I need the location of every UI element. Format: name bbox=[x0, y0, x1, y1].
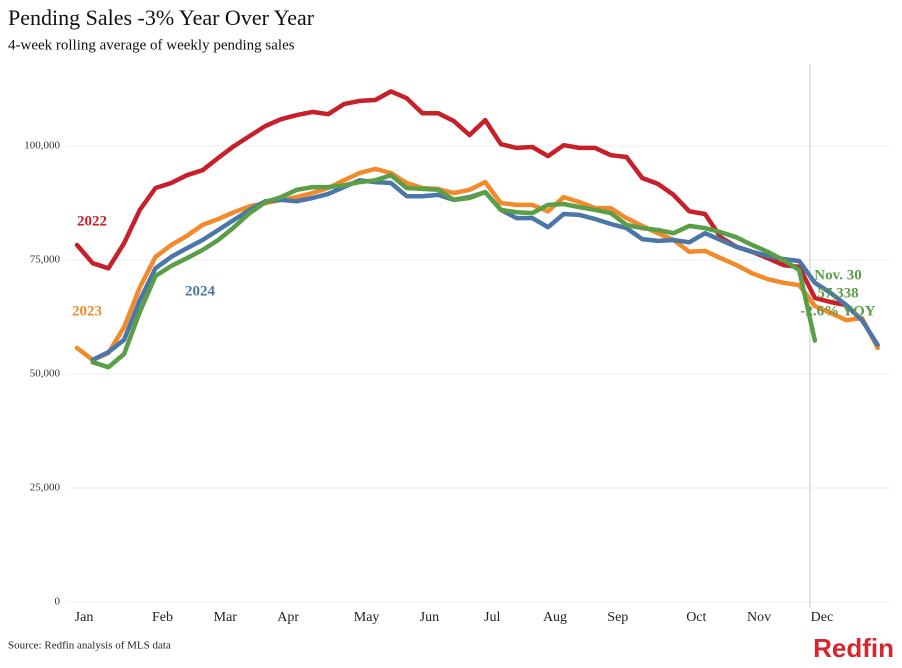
series-line bbox=[90, 172, 818, 370]
x-tick-label: Aug bbox=[543, 610, 567, 625]
series-label: 2024 bbox=[185, 283, 216, 299]
logo: Redfin bbox=[813, 633, 894, 663]
y-tick-label: 50,000 bbox=[30, 368, 61, 380]
x-tick-label: Jan bbox=[75, 610, 94, 625]
annotation: -2.6% YOY bbox=[800, 303, 875, 319]
x-tick-label: May bbox=[354, 610, 380, 625]
y-tick-label: 0 bbox=[55, 596, 61, 608]
series-label: 2022 bbox=[77, 213, 107, 229]
x-tick-label: Feb bbox=[152, 610, 173, 625]
y-tick-label: 75,000 bbox=[30, 254, 61, 266]
y-tick-label: 100,000 bbox=[24, 140, 60, 152]
x-tick-label: Sep bbox=[607, 610, 628, 625]
y-tick-label: 25,000 bbox=[30, 482, 61, 494]
annotation: Nov. 30 bbox=[814, 267, 862, 283]
x-tick-label: Mar bbox=[214, 610, 238, 625]
annotation: 57,338 bbox=[817, 285, 858, 301]
x-tick-label: Dec bbox=[811, 610, 834, 625]
x-tick-label: Nov bbox=[747, 610, 771, 625]
chart-subtitle: 4-week rolling average of weekly pending… bbox=[8, 37, 295, 53]
series-label: 2023 bbox=[72, 303, 102, 319]
chart-title: Pending Sales -3% Year Over Year bbox=[8, 5, 315, 30]
series-line bbox=[90, 178, 880, 363]
x-tick-label: Jun bbox=[420, 610, 439, 625]
x-tick-label: Apr bbox=[277, 610, 299, 625]
x-tick-label: Oct bbox=[686, 610, 706, 625]
x-tick-label: Jul bbox=[484, 610, 500, 625]
source: Source: Redfin analysis of MLS data bbox=[8, 640, 171, 652]
series-line bbox=[74, 166, 880, 363]
